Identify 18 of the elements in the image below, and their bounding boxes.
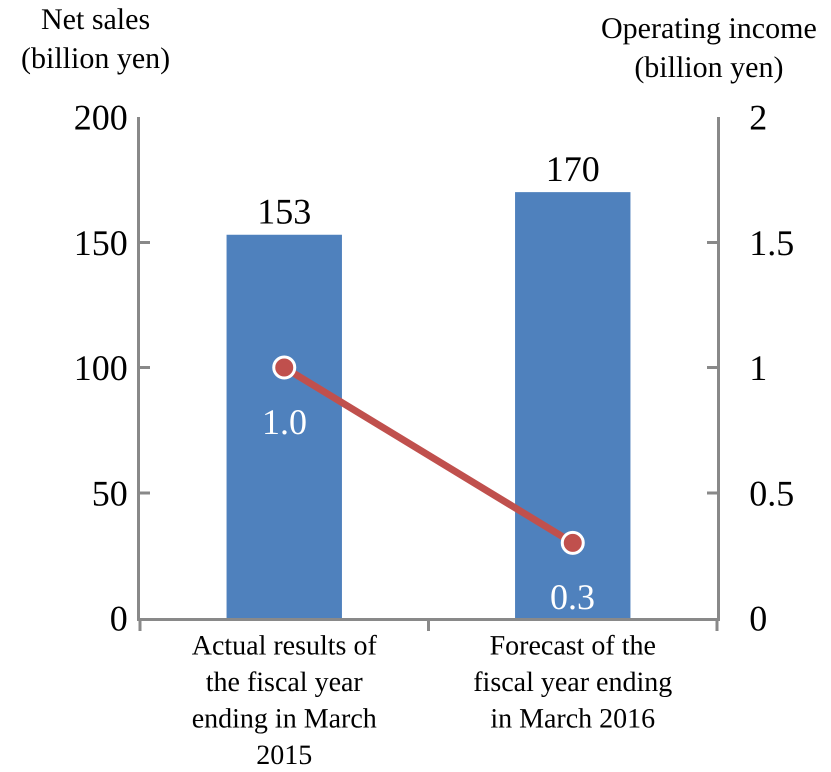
y2-tick-label: 2 (749, 98, 768, 138)
y-tick-label: 0 (110, 598, 128, 639)
data-label: 0.3 (550, 577, 595, 617)
y2-tick-label: 1.5 (749, 222, 794, 263)
x-tick-label: Forecast of the fiscal year ending in March 2016 (473, 630, 672, 734)
y2-tick-label: 0 (749, 598, 768, 639)
y2-axis-title: Operating income (billion yen) (601, 12, 817, 84)
y2-tick-label: 0.5 (749, 473, 794, 514)
data-label: 1.0 (262, 402, 307, 442)
x-tick-label: Actual results of the fiscal year ending in March 2015 (192, 630, 378, 771)
data-label: 170 (546, 149, 600, 190)
data-label: 153 (257, 192, 312, 232)
y-tick-label: 50 (92, 473, 128, 514)
y-tick-label: 150 (74, 222, 128, 263)
y2-tick-label: 1 (749, 348, 768, 388)
y-tick-label: 200 (74, 98, 128, 138)
y-axis-title: Net sales (billion yen) (21, 3, 170, 75)
y-tick-label: 100 (74, 348, 128, 388)
